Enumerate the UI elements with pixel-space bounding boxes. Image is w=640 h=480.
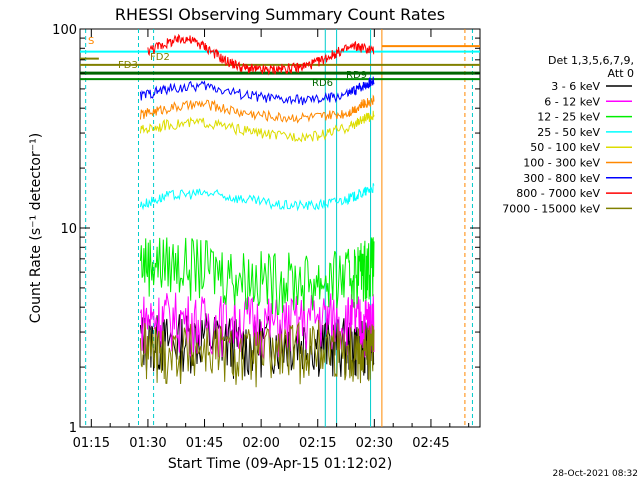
legend-label-3: 25 - 50 keV bbox=[537, 126, 600, 139]
y-tick-label-0: 1 bbox=[69, 421, 77, 436]
legend-label-7: 800 - 7000 keV bbox=[516, 187, 600, 200]
series-line-7 bbox=[147, 33, 375, 76]
series-line-6 bbox=[139, 76, 375, 106]
x-tick-label-6: 02:45 bbox=[412, 436, 449, 451]
series-line-8 bbox=[139, 319, 375, 388]
annotation-0: S bbox=[88, 36, 94, 47]
y-tick-label-2: 100 bbox=[52, 23, 77, 38]
x-tick-label-1: 01:30 bbox=[129, 436, 166, 451]
annotation-2: FD2 bbox=[150, 52, 170, 63]
legend-label-1: 6 - 12 keV bbox=[544, 95, 600, 108]
annotation-3: RD6 bbox=[312, 78, 333, 89]
y-axis: 1 10 100 bbox=[52, 23, 480, 436]
y-axis-label: Count Rate (s⁻¹ detector⁻¹) bbox=[28, 133, 44, 323]
x-tick-label-4: 02:15 bbox=[299, 436, 336, 451]
chart-title: RHESSI Observing Summary Count Rates bbox=[115, 5, 445, 24]
series-line-3 bbox=[139, 183, 375, 212]
x-tick-label-3: 02:00 bbox=[242, 436, 279, 451]
legend: Det 1,3,5,6,7,9,Att 0 3 - 6 keV 6 - 12 keV… bbox=[502, 54, 634, 215]
legend-label-5: 100 - 300 keV bbox=[523, 157, 600, 170]
series-line-4 bbox=[139, 110, 375, 143]
x-axis: 01:15 01:30 01:45 02:00 02:15 02:30 02:45 bbox=[73, 29, 470, 451]
x-axis-label: Start Time (09-Apr-15 01:12:02) bbox=[168, 456, 392, 472]
series-line-2 bbox=[139, 237, 375, 316]
legend-label-0: 3 - 6 keV bbox=[551, 80, 600, 93]
legend-label-6: 300 - 800 keV bbox=[523, 172, 600, 185]
legend-header-0: Det 1,3,5,6,7,9, bbox=[548, 54, 634, 67]
legend-label-2: 12 - 25 keV bbox=[537, 111, 600, 124]
legend-label-4: 50 - 100 keV bbox=[530, 141, 600, 154]
series-layer bbox=[139, 33, 375, 388]
x-tick-label-2: 01:45 bbox=[186, 436, 223, 451]
annotation-layer: S FD3 FD2 RD6 RD9 bbox=[88, 36, 367, 89]
x-tick-label-0: 01:15 bbox=[73, 436, 110, 451]
series-line-5 bbox=[139, 94, 375, 124]
y-tick-label-1: 10 bbox=[60, 222, 77, 237]
x-tick-label-5: 02:30 bbox=[356, 436, 393, 451]
annotation-1: FD3 bbox=[118, 60, 138, 71]
annotation-4: RD9 bbox=[346, 70, 367, 81]
legend-label-8: 7000 - 15000 keV bbox=[502, 202, 600, 215]
footer-timestamp: 28-Oct-2021 08:32 bbox=[553, 469, 638, 479]
legend-header-1: Att 0 bbox=[608, 67, 634, 80]
